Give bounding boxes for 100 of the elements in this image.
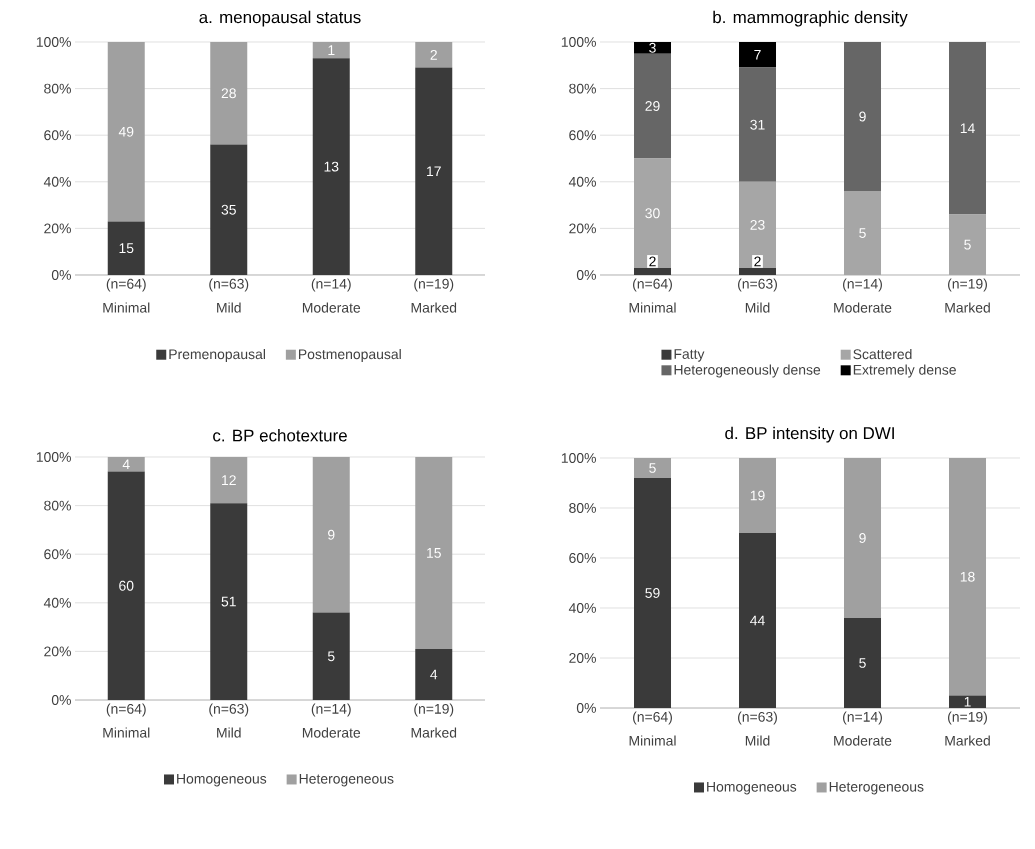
annotation: 23	[750, 219, 765, 230]
y-tick-label: 80%	[44, 500, 71, 511]
annotation: 3	[649, 42, 656, 53]
y-tick-label: 20%	[569, 223, 596, 234]
x-tick-label: (n=63) Mild	[738, 278, 777, 313]
annotation: 13	[324, 161, 339, 172]
chart-title: a. menopausal status	[199, 10, 361, 27]
y-tick-label: 40%	[568, 176, 596, 187]
x-tick-label: (n=64) Minimal	[103, 703, 150, 738]
legend-label: Homogeneous	[707, 781, 797, 795]
bar	[844, 618, 882, 708]
bar	[107, 471, 145, 700]
y-tick-label: 0%	[51, 270, 71, 280]
x-tick-label: (n=19) Marked	[945, 278, 990, 313]
legend-label: Postmenopausal	[299, 348, 401, 362]
annotation: 31	[750, 119, 765, 130]
annotation: 1	[328, 45, 335, 55]
annotation: 51	[221, 596, 236, 607]
x-tick-label: (n=64) Minimal	[103, 278, 150, 313]
annotation: 49	[118, 126, 134, 137]
bar	[415, 457, 453, 649]
annotation: 5	[649, 463, 656, 473]
annotation: 7	[754, 50, 761, 60]
annotation: 17	[427, 166, 441, 177]
bar	[415, 648, 453, 700]
y-tick-label: 0%	[576, 703, 596, 713]
bar	[107, 221, 145, 275]
annotation: 18	[960, 571, 975, 582]
legend-label: Fatty	[674, 349, 705, 362]
bar	[210, 41, 248, 145]
legend-label: Heterogeneous	[299, 773, 394, 787]
x-tick-label: (n=19) Marked	[945, 711, 990, 746]
annotation: 2	[430, 49, 437, 60]
annotation: 15	[427, 548, 441, 558]
bar	[844, 41, 882, 192]
y-tick-label: 80%	[569, 83, 596, 94]
y-tick-label: 40%	[568, 603, 596, 613]
annotation: 5	[859, 658, 866, 668]
y-tick-label: 0%	[51, 695, 71, 705]
bar	[312, 612, 350, 700]
bar	[415, 67, 453, 275]
bar	[210, 144, 248, 275]
x-tick-label: (n=63) Mild	[209, 278, 249, 313]
bar	[312, 41, 350, 59]
annotation: 9	[328, 529, 335, 540]
y-tick-label: 100%	[561, 453, 596, 463]
bar	[210, 457, 248, 504]
annotation: 44	[750, 615, 765, 626]
annotation: 19	[750, 490, 765, 501]
legend-label: Extremely dense	[853, 364, 956, 378]
y-tick-label: 100%	[36, 37, 71, 47]
annotation: 5	[859, 228, 866, 238]
annotation: 14	[960, 123, 975, 133]
chart-title: b. mammographic density	[713, 10, 908, 27]
y-tick-label: 60%	[44, 130, 71, 141]
bar	[739, 458, 777, 533]
y-tick-label: 100%	[36, 452, 71, 462]
bar	[210, 503, 248, 700]
bar	[634, 478, 672, 708]
legend-label: Homogeneous	[177, 773, 267, 787]
y-tick-label: 20%	[569, 653, 596, 663]
bar	[312, 457, 350, 613]
annotation: 2	[649, 256, 656, 267]
y-tick-label: 60%	[44, 549, 71, 560]
x-tick-label: (n=63) Mild	[209, 703, 249, 738]
y-tick-label: 60%	[569, 130, 596, 141]
x-tick-label: (n=14) Moderate	[302, 278, 361, 313]
bar	[739, 268, 777, 275]
annotation: 60	[119, 580, 134, 591]
legend-label: Scattered	[853, 348, 912, 360]
x-tick-label: (n=19) Marked	[411, 278, 457, 313]
annotation: 30	[645, 208, 660, 219]
bar	[634, 458, 672, 478]
annotation: 4	[122, 459, 130, 470]
legend-label: Heterogeneous	[829, 781, 924, 795]
y-tick-label: 40%	[43, 176, 71, 187]
x-tick-label: (n=63) Mild	[738, 711, 777, 746]
annotation: 9	[859, 111, 866, 122]
bar	[739, 181, 777, 268]
annotation: 4	[430, 669, 438, 680]
y-tick-label: 0%	[576, 270, 596, 280]
annotation: 12	[222, 475, 236, 485]
x-tick-label: (n=64) Minimal	[629, 278, 676, 313]
y-tick-label: 60%	[569, 553, 596, 563]
annotation: 15	[119, 243, 134, 254]
legend-label: Premenopausal	[169, 348, 265, 362]
annotation: 9	[859, 533, 866, 543]
annotation: 28	[221, 88, 236, 99]
x-tick-label: (n=14) Moderate	[834, 711, 892, 746]
bar	[739, 67, 777, 182]
bar	[844, 458, 882, 618]
bar	[949, 458, 987, 696]
bar	[634, 41, 672, 54]
annotation: 35	[221, 204, 236, 215]
y-tick-label: 20%	[44, 646, 71, 657]
x-tick-label: (n=64) Minimal	[629, 711, 676, 746]
annotation: 29	[645, 101, 660, 112]
bar	[634, 268, 672, 275]
y-tick-label: 20%	[44, 223, 71, 234]
y-tick-label: 80%	[569, 503, 596, 513]
